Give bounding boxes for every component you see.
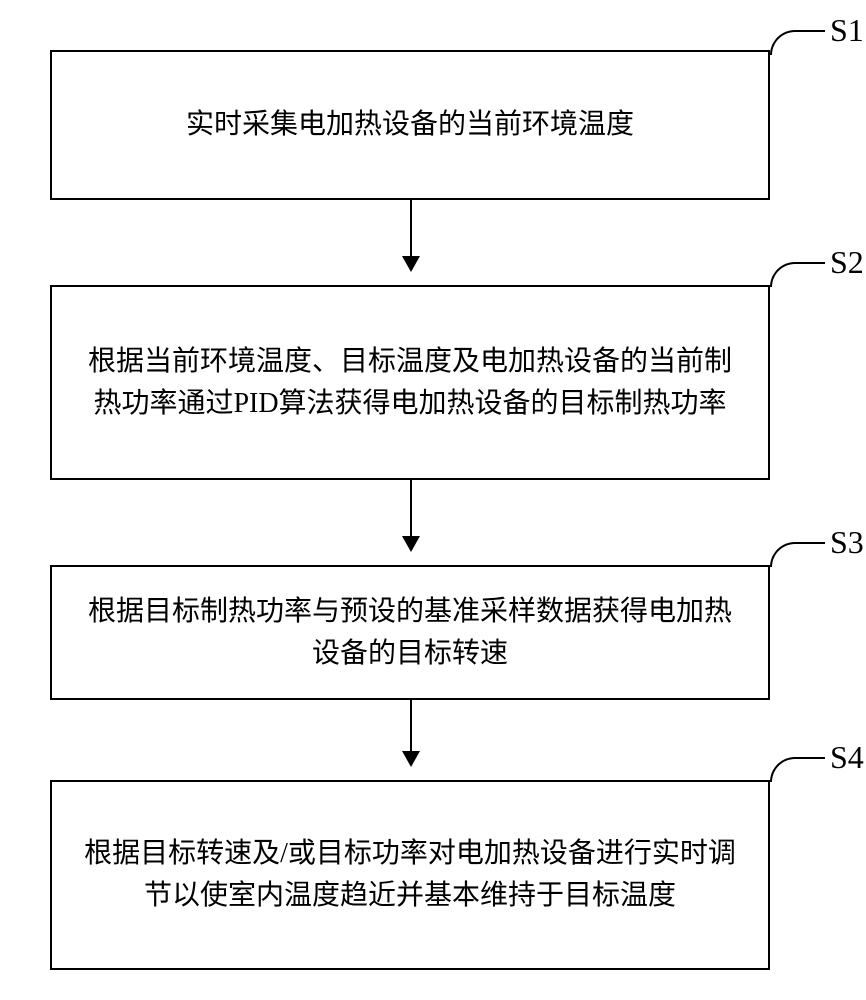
label-leader-s1 [770, 30, 825, 55]
node-label-s2: S2 [830, 244, 864, 281]
node-text: 根据目标转速及/或目标功率对电加热设备进行实时调节以使室内温度趋近并基本维持于目… [82, 833, 738, 917]
node-label-s3: S3 [830, 524, 864, 561]
node-text: 根据当前环境温度、目标温度及电加热设备的当前制热功率通过PID算法获得电加热设备… [82, 341, 738, 425]
arrow-s1-s2 [410, 200, 412, 270]
arrow-s3-s4 [410, 700, 412, 765]
node-label-s1: S1 [830, 12, 864, 49]
label-leader-s2 [770, 262, 825, 287]
node-text: 根据目标制热功率与预设的基准采样数据获得电加热设备的目标转速 [82, 591, 738, 675]
node-label-s4: S4 [830, 739, 864, 776]
flowchart-node-s1: 实时采集电加热设备的当前环境温度 [50, 50, 770, 200]
label-leader-s4 [770, 757, 825, 782]
flowchart-node-s4: 根据目标转速及/或目标功率对电加热设备进行实时调节以使室内温度趋近并基本维持于目… [50, 780, 770, 970]
flowchart-node-s2: 根据当前环境温度、目标温度及电加热设备的当前制热功率通过PID算法获得电加热设备… [50, 285, 770, 480]
node-text: 实时采集电加热设备的当前环境温度 [186, 104, 634, 146]
arrow-s2-s3 [410, 480, 412, 550]
label-leader-s3 [770, 542, 825, 567]
flowchart-node-s3: 根据目标制热功率与预设的基准采样数据获得电加热设备的目标转速 [50, 565, 770, 700]
